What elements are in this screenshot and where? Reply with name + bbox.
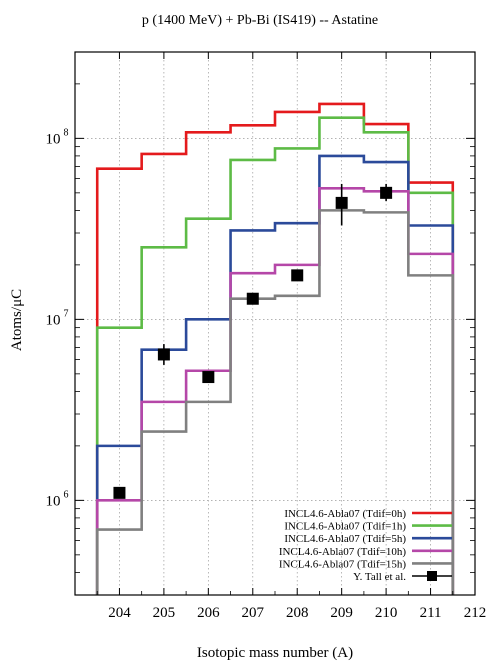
x-tick-label: 208: [286, 605, 309, 621]
y-tick-label: 10: [46, 493, 61, 509]
legend-label: INCL4.6-Abla07 (Tdif=5h): [284, 533, 406, 545]
x-axis-label: Isotopic mass number (A): [197, 645, 353, 661]
legend-label: INCL4.6-Abla07 (Tdif=1h): [284, 521, 406, 533]
legend-marker: [427, 571, 437, 581]
y-axis-label: Atoms/μC: [9, 289, 25, 351]
data-point: [246, 292, 259, 305]
x-tick-label: 205: [153, 605, 176, 621]
series-line-4: [95, 186, 455, 595]
x-tick-label: 206: [197, 605, 220, 621]
data-point: [113, 486, 126, 499]
data-point: [291, 269, 304, 282]
data-point: [202, 371, 215, 384]
x-axis: 204 205 206 207 208 209 210 211 212: [96, 52, 487, 621]
x-tick-label: 207: [242, 605, 265, 621]
data-point: [335, 196, 348, 209]
data-point: [157, 348, 170, 361]
x-tick-label: 212: [464, 605, 487, 621]
grid-lines: [75, 52, 475, 595]
y-tick-label: 10: [46, 312, 61, 328]
series-line-2: [95, 116, 455, 595]
legend-label: Y. Tall et al.: [353, 571, 406, 583]
data-point: [380, 186, 393, 199]
x-tick-label: 211: [420, 605, 442, 621]
data-points: [113, 183, 393, 499]
chart-title: p (1400 MeV) + Pb-Bi (IS419) -- Astatine: [142, 13, 378, 28]
x-tick-label: 204: [108, 605, 131, 621]
series-line-3: [95, 154, 455, 595]
legend: INCL4.6-Abla07 (Tdif=0h)INCL4.6-Abla07 (…: [279, 508, 452, 583]
x-tick-label: 210: [375, 605, 398, 621]
legend-label: INCL4.6-Abla07 (Tdif=15h): [279, 558, 407, 570]
legend-label: INCL4.6-Abla07 (Tdif=10h): [279, 546, 407, 558]
legend-label: INCL4.6-Abla07 (Tdif=0h): [284, 508, 406, 520]
series-lines: [95, 102, 455, 595]
series-line-5: [95, 209, 455, 595]
x-tick-label: 209: [330, 605, 353, 621]
y-tick-label-exponent: 7: [64, 308, 69, 319]
y-tick-label: 10: [46, 131, 61, 147]
y-tick-label-exponent: 6: [64, 489, 69, 500]
y-tick-label-exponent: 8: [64, 127, 69, 138]
